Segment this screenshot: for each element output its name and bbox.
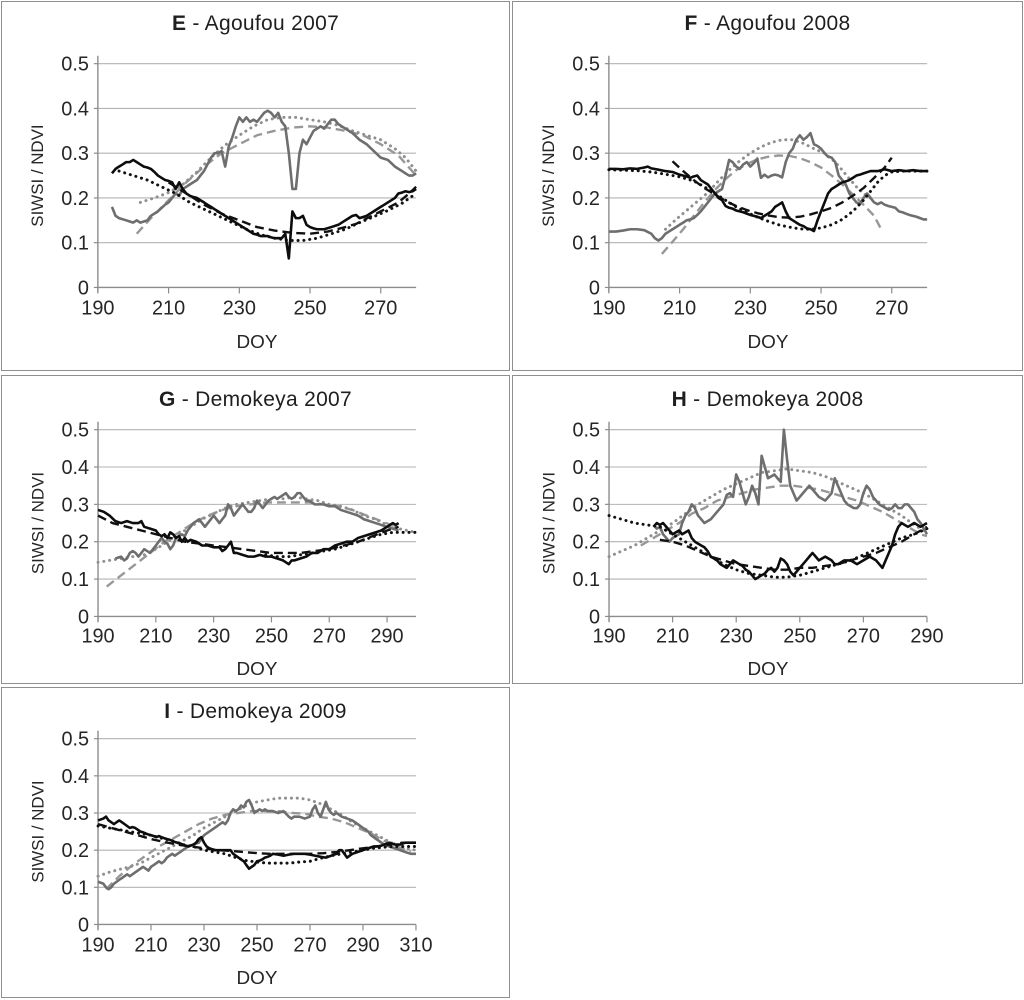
svg-text:SIWSI / NDVI: SIWSI / NDVI (28, 472, 47, 574)
svg-text:0.1: 0.1 (572, 569, 600, 591)
panel-title-text: - Demokeya 2008 (687, 388, 864, 411)
svg-text:0.5: 0.5 (572, 54, 600, 76)
svg-text:0.5: 0.5 (61, 420, 89, 442)
svg-text:0: 0 (78, 277, 89, 299)
svg-text:DOY: DOY (748, 658, 789, 679)
svg-text:210: 210 (663, 297, 696, 319)
chart-canvas-g: 0 0.1 0.2 0.3 0.4 0.5 190 210 230 250 270 290 DOY SIW… (28, 420, 418, 679)
svg-text:0.3: 0.3 (61, 494, 89, 516)
svg-text:DOY: DOY (748, 332, 789, 353)
svg-text:0.3: 0.3 (61, 803, 89, 825)
svg-text:270: 270 (293, 934, 326, 956)
svg-text:DOY: DOY (237, 332, 278, 353)
panel-letter: E (171, 12, 187, 35)
svg-text:DOY: DOY (237, 967, 278, 988)
svg-text:190: 190 (81, 297, 114, 319)
svg-text:0.1: 0.1 (61, 233, 89, 255)
svg-text:190: 190 (81, 934, 114, 956)
svg-text:210: 210 (656, 625, 689, 647)
svg-text:210: 210 (139, 625, 172, 647)
svg-text:0.4: 0.4 (572, 457, 600, 479)
svg-text:0.2: 0.2 (572, 532, 600, 554)
svg-text:0.4: 0.4 (572, 98, 600, 120)
panel-title: G - Demokeya 2007 (2, 388, 509, 412)
svg-text:0.4: 0.4 (61, 457, 89, 479)
svg-text:DOY: DOY (237, 658, 278, 679)
svg-text:0: 0 (589, 606, 600, 628)
svg-text:310: 310 (399, 934, 432, 956)
panel-g-demokeya-2007: G - Demokeya 2007 0 0.1 0.2 0.3 0.4 0.5 190 210… (1, 375, 510, 684)
svg-text:0.1: 0.1 (61, 569, 89, 591)
panel-title: E - Agoufou 2007 (2, 12, 509, 36)
svg-text:0.3: 0.3 (572, 494, 600, 516)
svg-text:SIWSI / NDVI: SIWSI / NDVI (28, 780, 47, 882)
svg-text:0.2: 0.2 (572, 188, 600, 210)
panel-title: I - Demokeya 2009 (2, 700, 509, 724)
svg-text:0.5: 0.5 (61, 54, 89, 76)
svg-text:0.1: 0.1 (572, 233, 600, 255)
svg-text:0: 0 (78, 606, 89, 628)
svg-text:SIWSI / NDVI: SIWSI / NDVI (539, 124, 558, 226)
svg-text:SIWSI / NDVI: SIWSI / NDVI (28, 124, 47, 226)
svg-text:0.2: 0.2 (61, 532, 89, 554)
panel-title: H - Demokeya 2008 (513, 388, 1022, 412)
svg-text:230: 230 (187, 934, 220, 956)
panel-title-text: - Agoufou 2007 (186, 12, 340, 35)
svg-text:230: 230 (223, 297, 256, 319)
svg-text:270: 270 (875, 297, 908, 319)
svg-text:210: 210 (152, 297, 185, 319)
svg-text:250: 250 (783, 625, 816, 647)
panel-e-agoufou-2007: E - Agoufou 2007 0 0.1 0.2 0.3 0.4 0.5 190 210 2… (1, 1, 510, 371)
svg-text:0.2: 0.2 (61, 188, 89, 210)
svg-text:290: 290 (346, 934, 379, 956)
svg-text:230: 230 (734, 297, 767, 319)
svg-text:190: 190 (81, 625, 114, 647)
svg-text:190: 190 (592, 625, 625, 647)
svg-text:230: 230 (720, 625, 753, 647)
svg-text:250: 250 (293, 297, 326, 319)
svg-text:250: 250 (255, 625, 288, 647)
panel-i-demokeya-2009: I - Demokeya 2009 0 0.1 0.2 0.3 0.4 0.5 190 210… (1, 687, 510, 998)
panel-title: F - Agoufou 2008 (513, 12, 1022, 36)
panel-h-demokeya-2008: H - Demokeya 2008 0 0.1 0.2 0.3 0.4 0.5 190 210… (512, 375, 1023, 684)
svg-text:290: 290 (910, 625, 943, 647)
panel-letter: G (158, 388, 176, 411)
svg-text:270: 270 (364, 297, 397, 319)
panel-f-agoufou-2008: F - Agoufou 2008 0 0.1 0.2 0.3 0.4 0.5 190 210 2… (512, 1, 1023, 371)
svg-text:230: 230 (197, 625, 230, 647)
svg-text:0.4: 0.4 (61, 766, 89, 788)
panel-title-text: - Agoufou 2008 (697, 12, 851, 35)
svg-text:0.5: 0.5 (61, 729, 89, 751)
svg-text:0: 0 (589, 277, 600, 299)
svg-text:SIWSI / NDVI: SIWSI / NDVI (539, 472, 558, 574)
panel-letter: F (684, 12, 698, 35)
svg-text:0.1: 0.1 (61, 877, 89, 899)
svg-text:250: 250 (240, 934, 273, 956)
chart-canvas-i: 0 0.1 0.2 0.3 0.4 0.5 190 210 230 250 270 290 310 DOY… (28, 729, 432, 988)
svg-text:0.4: 0.4 (61, 98, 89, 120)
panel-letter: I (164, 700, 171, 723)
chart-canvas-h: 0 0.1 0.2 0.3 0.4 0.5 190 210 230 250 270 290 DOY SIW… (539, 420, 943, 679)
empty-cell (512, 687, 1023, 998)
svg-text:0: 0 (78, 914, 89, 936)
panel-title-text: - Demokeya 2009 (170, 700, 347, 723)
svg-text:0.5: 0.5 (572, 420, 600, 442)
svg-text:270: 270 (313, 625, 346, 647)
chart-canvas-e: 0 0.1 0.2 0.3 0.4 0.5 190 210 230 250 270 DOY SIWSI … (28, 54, 418, 353)
svg-text:270: 270 (847, 625, 880, 647)
panel-title-text: - Demokeya 2007 (175, 388, 353, 411)
svg-text:210: 210 (134, 934, 167, 956)
svg-text:0.2: 0.2 (61, 840, 89, 862)
svg-text:0.3: 0.3 (572, 143, 600, 165)
chart-canvas-f: 0 0.1 0.2 0.3 0.4 0.5 190 210 230 250 270 DOY SIWSI … (539, 54, 929, 353)
svg-text:0.3: 0.3 (61, 143, 89, 165)
panel-letter: H (671, 388, 688, 411)
svg-text:250: 250 (804, 297, 837, 319)
svg-text:290: 290 (370, 625, 403, 647)
svg-text:190: 190 (592, 297, 625, 319)
